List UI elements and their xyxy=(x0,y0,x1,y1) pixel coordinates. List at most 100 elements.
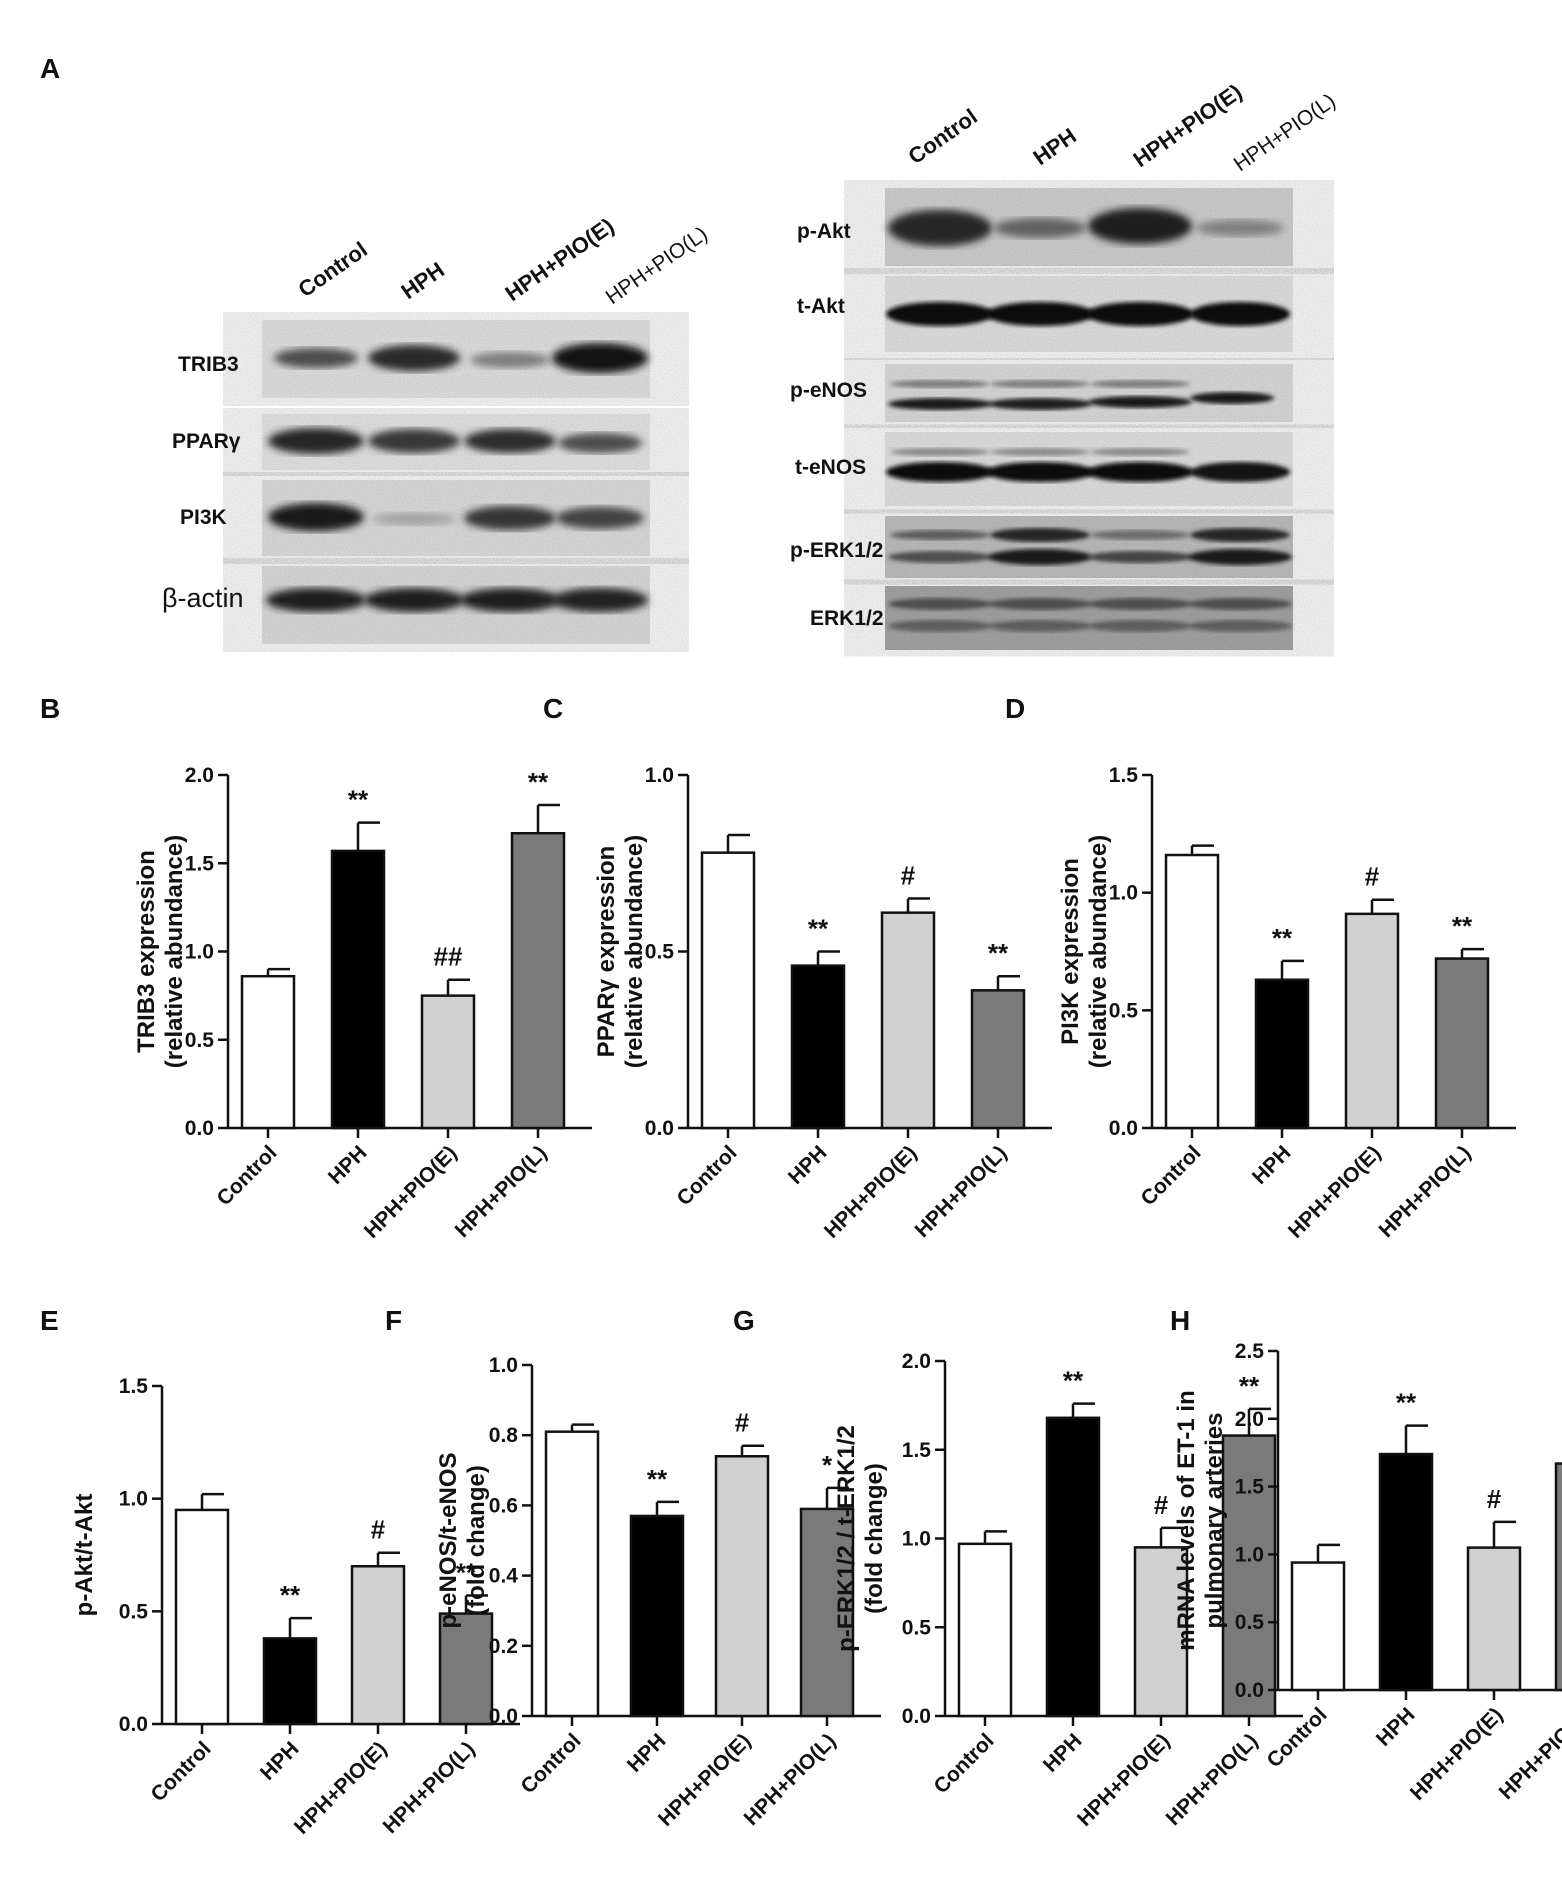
y-tick-label: 0.2 xyxy=(489,1635,518,1658)
bar-hph-pio-e xyxy=(1344,912,1400,1130)
y-axis-label: p-eNOS/t-eNOS xyxy=(435,1452,462,1628)
panel-a-letter: A xyxy=(40,53,60,84)
blot-strip-pparg xyxy=(262,414,650,470)
y-tick-label: 0.0 xyxy=(1235,1679,1264,1702)
bar-hph-pio-l xyxy=(510,831,566,1130)
blot-label-t-akt: t-Akt xyxy=(797,295,845,318)
y-axis-label: (fold change) xyxy=(861,1463,888,1614)
x-tick-label: HPH xyxy=(1248,1141,1296,1189)
y-axis-label: PI3K expression xyxy=(1057,858,1084,1045)
significance-mark: ** xyxy=(647,1464,668,1494)
y-tick-label: 0.0 xyxy=(119,1713,148,1736)
bar-control xyxy=(240,974,296,1130)
y-tick-label: 1.5 xyxy=(185,852,215,875)
significance-mark: ** xyxy=(988,938,1009,968)
significance-mark: # xyxy=(1487,1484,1502,1514)
blot-label-beta-actin: β-actin xyxy=(162,583,244,613)
x-tick-label: Control xyxy=(672,1141,741,1210)
x-tick-label: HPH xyxy=(324,1141,372,1189)
x-tick-label: HPH xyxy=(1039,1729,1087,1777)
y-tick-label: 0.5 xyxy=(645,941,675,964)
y-tick-label: 2.0 xyxy=(902,1350,931,1373)
left-lane-label-control: Control xyxy=(294,237,372,302)
x-tick-label: HPH+PIO(E) xyxy=(1406,1703,1508,1805)
y-tick-label: 0.5 xyxy=(185,1029,215,1052)
left-lane-label-hph-pio-e: HPH+PIO(E) xyxy=(501,213,619,306)
panel-letter: E xyxy=(40,1305,59,1336)
y-axis-label: PPARγ expression xyxy=(593,846,620,1058)
chart-panel-c: C 0.0 0.5 1.0 PPARγ expression (relative abun… xyxy=(543,693,1052,1243)
panel-letter: F xyxy=(385,1305,402,1336)
left-blot-lane-headers: Control HPH HPH+PIO(E) HPH+PIO(L) xyxy=(294,213,712,309)
bar-hph-pio-e xyxy=(880,911,936,1130)
blot-strip-p-akt xyxy=(885,188,1293,266)
y-tick-label: 2.5 xyxy=(1235,1340,1265,1363)
blot-label-p-enos: p-eNOS xyxy=(790,379,867,402)
significance-mark: # xyxy=(901,861,916,891)
significance-mark: # xyxy=(1154,1490,1169,1520)
significance-mark: ** xyxy=(280,1580,301,1610)
x-tick-label: HPH+PIO(L) xyxy=(1162,1729,1263,1830)
bar-hph-pio-e xyxy=(714,1455,770,1718)
y-tick-label: 0.0 xyxy=(1109,1117,1138,1140)
y-axis-label: mRNA levels of ET-1 in xyxy=(1173,1390,1200,1651)
panel-letter: H xyxy=(1170,1305,1190,1336)
x-tick-label: HPH xyxy=(623,1729,671,1777)
blot-label-trib3: TRIB3 xyxy=(178,353,239,376)
x-tick-label: HPH+PIO(E) xyxy=(1073,1729,1175,1831)
y-tick-label: 0.5 xyxy=(119,1600,149,1623)
significance-mark: ** xyxy=(1396,1388,1417,1418)
y-tick-label: 1.5 xyxy=(1109,764,1139,787)
y-tick-label: 0.4 xyxy=(489,1565,519,1588)
blot-strip-pi3k xyxy=(262,480,650,556)
bar-control xyxy=(1164,853,1220,1130)
left-lane-label-hph-pio-l: HPH+PIO(L) xyxy=(602,222,712,309)
chart-panel-b: B 0.0 0.5 1.0 1.5 2.0 TRIB3 expression (relativ… xyxy=(40,693,592,1243)
significance-mark: ## xyxy=(434,942,463,972)
panel-letter: C xyxy=(543,693,563,724)
x-tick-label: HPH+PIO(L) xyxy=(451,1141,552,1242)
y-tick-label: 0.5 xyxy=(1109,999,1139,1022)
y-tick-label: 1.5 xyxy=(119,1375,149,1398)
significance-mark: ** xyxy=(528,767,549,797)
y-tick-label: 1.0 xyxy=(645,764,674,787)
significance-mark: ** xyxy=(1063,1366,1084,1396)
blot-strip-t-enos xyxy=(885,432,1293,506)
right-lane-label-control: Control xyxy=(904,104,982,169)
significance-mark: ** xyxy=(1272,923,1293,953)
bar-hph-pio-e xyxy=(1133,1546,1189,1718)
bar-hph-pio-l xyxy=(438,1612,494,1726)
y-axis-label: p-Akt/t-Akt xyxy=(71,1494,98,1617)
y-tick-label: 1.0 xyxy=(185,941,214,964)
bar-control xyxy=(544,1430,600,1718)
x-tick-label: HPH xyxy=(256,1737,304,1785)
blot-strip-erk xyxy=(885,586,1293,650)
x-tick-label: HPH+PIO(E) xyxy=(1284,1141,1386,1243)
significance-mark: ** xyxy=(1239,1371,1260,1401)
blot-strip-p-enos xyxy=(885,364,1293,422)
bar-hph xyxy=(1045,1416,1101,1718)
y-tick-label: 1.0 xyxy=(489,1354,518,1377)
blot-label-p-akt: p-Akt xyxy=(797,220,851,243)
y-axis-label: (relative abundance) xyxy=(621,835,648,1068)
blot-strip-trib3 xyxy=(262,320,650,398)
bar-hph-pio-e xyxy=(350,1565,406,1726)
bar-hph xyxy=(1378,1452,1434,1692)
y-tick-label: 0.0 xyxy=(185,1117,214,1140)
y-tick-label: 1.5 xyxy=(1235,1476,1265,1499)
bar-hph xyxy=(629,1514,685,1718)
x-tick-label: HPH+PIO(L) xyxy=(740,1729,841,1830)
y-tick-label: 1.5 xyxy=(902,1439,932,1462)
x-tick-label: Control xyxy=(1136,1141,1205,1210)
blot-label-pi3k: PI3K xyxy=(180,506,227,529)
x-tick-label: HPH+PIO(L) xyxy=(1375,1141,1476,1242)
y-tick-label: 2.0 xyxy=(185,764,214,787)
significance-mark: ** xyxy=(808,914,829,944)
panel-letter: G xyxy=(733,1305,755,1336)
x-tick-label: HPH+PIO(E) xyxy=(360,1141,462,1243)
right-blot-lane-headers: Control HPH HPH+PIO(E) HPH+PIO(L) xyxy=(904,79,1340,176)
x-tick-label: Control xyxy=(516,1729,585,1798)
blot-label-t-enos: t-eNOS xyxy=(795,456,866,479)
chart-panel-d: D 0.0 0.5 1.0 1.5 PI3K expression (relative ab… xyxy=(1005,693,1516,1243)
